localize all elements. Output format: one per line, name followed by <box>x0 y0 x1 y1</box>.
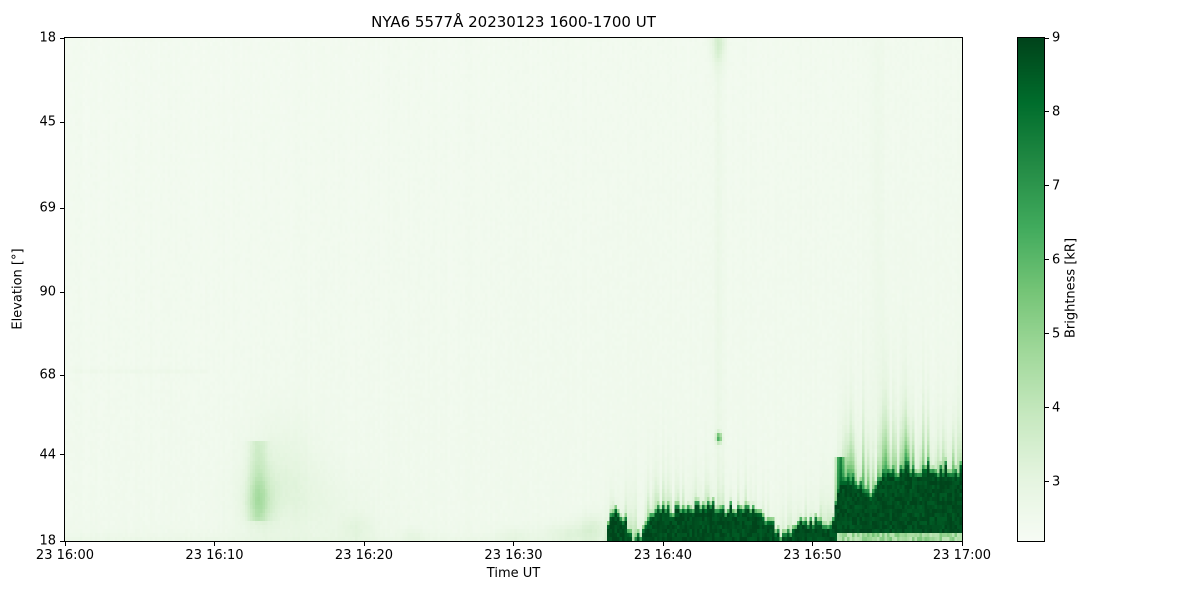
x-tick-mark <box>812 542 813 546</box>
x-tick-mark <box>961 542 963 546</box>
y-tick-label: 69 <box>39 200 56 216</box>
x-tick-label: 23 16:00 <box>35 548 95 563</box>
x-tick-mark <box>214 542 215 546</box>
colorbar-tick-label: 3 <box>1052 474 1061 490</box>
heatmap-canvas <box>65 38 962 541</box>
colorbar-tick-mark <box>1045 333 1049 335</box>
y-tick-mark <box>60 207 64 209</box>
x-tick-label: 23 16:40 <box>633 548 693 563</box>
x-tick-mark <box>64 542 66 546</box>
y-tick-label: 68 <box>39 367 56 383</box>
x-tick-mark <box>363 542 365 546</box>
colorbar-tick-mark <box>1045 481 1049 483</box>
x-tick-label: 23 16:20 <box>334 548 394 563</box>
colorbar-tick-mark <box>1045 185 1049 187</box>
y-tick-mark <box>60 454 64 456</box>
colorbar-tick-mark <box>1045 37 1049 39</box>
chart-title: NYA6 5577Å 20230123 1600-1700 UT <box>371 13 656 31</box>
colorbar-tick-label: 4 <box>1052 400 1061 416</box>
colorbar-gradient <box>1018 38 1044 541</box>
x-tick-mark <box>662 542 664 546</box>
y-tick-label: 44 <box>39 447 56 463</box>
x-tick-label: 23 16:30 <box>484 548 543 563</box>
y-tick-label: 45 <box>39 114 56 130</box>
colorbar-tick-label: 7 <box>1052 178 1061 194</box>
colorbar <box>1017 37 1045 542</box>
x-axis-label: Time UT <box>486 566 541 581</box>
y-tick-label: 18 <box>39 533 56 549</box>
y-tick-label: 90 <box>39 284 56 300</box>
colorbar-tick-label: 9 <box>1052 30 1061 46</box>
x-tick-mark <box>513 542 514 546</box>
y-tick-mark <box>60 374 64 376</box>
colorbar-label: Brightness [kR] <box>1063 237 1079 339</box>
colorbar-tick-label: 5 <box>1052 326 1061 342</box>
colorbar-tick-mark <box>1045 111 1049 113</box>
y-tick-mark <box>60 291 64 293</box>
y-tick-mark <box>60 121 64 123</box>
colorbar-tick-label: 6 <box>1052 252 1061 268</box>
y-tick-mark <box>60 37 64 39</box>
y-tick-label: 18 <box>39 30 56 46</box>
y-tick-mark <box>60 540 64 542</box>
plot-area <box>64 37 963 542</box>
colorbar-tick-label: 8 <box>1052 104 1061 120</box>
x-tick-label: 23 16:10 <box>185 548 244 563</box>
colorbar-tick-mark <box>1045 407 1049 409</box>
x-tick-label: 23 16:50 <box>783 548 842 563</box>
x-tick-label: 23 17:00 <box>932 548 992 563</box>
colorbar-tick-mark <box>1045 259 1049 261</box>
